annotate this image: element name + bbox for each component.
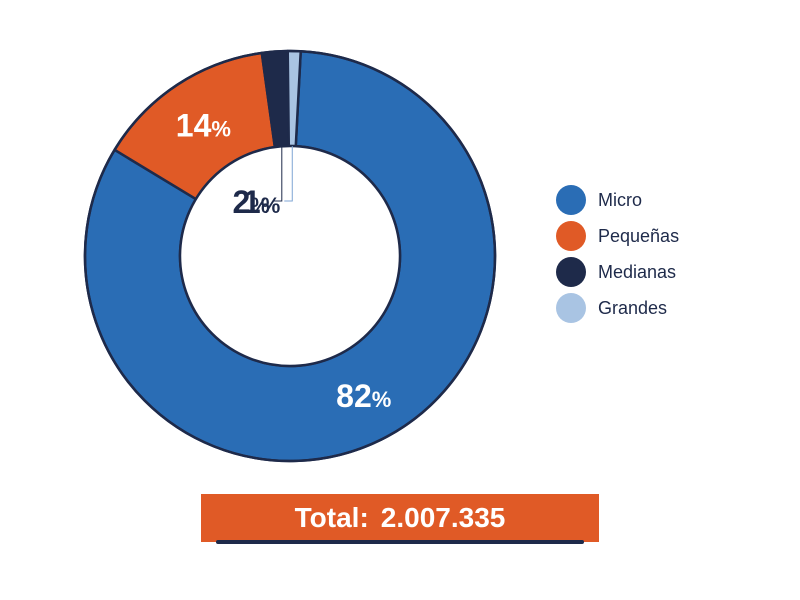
legend-swatch-micro <box>556 185 586 215</box>
total-banner: Total: 2.007.335 <box>201 494 599 542</box>
legend-swatch-medianas <box>556 257 586 287</box>
chart-legend: Micro Pequeñas Medianas Grandes <box>556 182 679 326</box>
legend-item-grandes: Grandes <box>556 290 679 326</box>
legend-label-grandes: Grandes <box>598 297 668 318</box>
donut-outer-ring <box>83 49 497 463</box>
pct-label-micro: 82% <box>336 378 391 414</box>
pct-label-grandes: 1% <box>243 184 280 220</box>
total-value: 2.007.335 <box>380 502 506 533</box>
legend-item-micro: Micro <box>556 182 679 218</box>
total-label: Total: <box>294 502 369 533</box>
total-underline <box>216 540 584 544</box>
pct-label-pequenas: 14% <box>176 107 231 143</box>
legend-label-pequenas: Pequeñas <box>598 225 680 246</box>
legend-swatch-grandes <box>556 293 586 323</box>
legend-item-medianas: Medianas <box>556 254 679 290</box>
legend-swatch-pequenas <box>556 221 586 251</box>
legend-label-micro: Micro <box>598 189 642 210</box>
leader-line-grandes <box>284 146 293 202</box>
legend-label-medianas: Medianas <box>598 261 677 282</box>
legend-item-pequenas: Pequeñas <box>556 218 679 254</box>
donut-hole <box>178 144 402 368</box>
leader-line-medianas <box>273 146 283 202</box>
pct-label-medianas: 2% <box>232 184 269 220</box>
